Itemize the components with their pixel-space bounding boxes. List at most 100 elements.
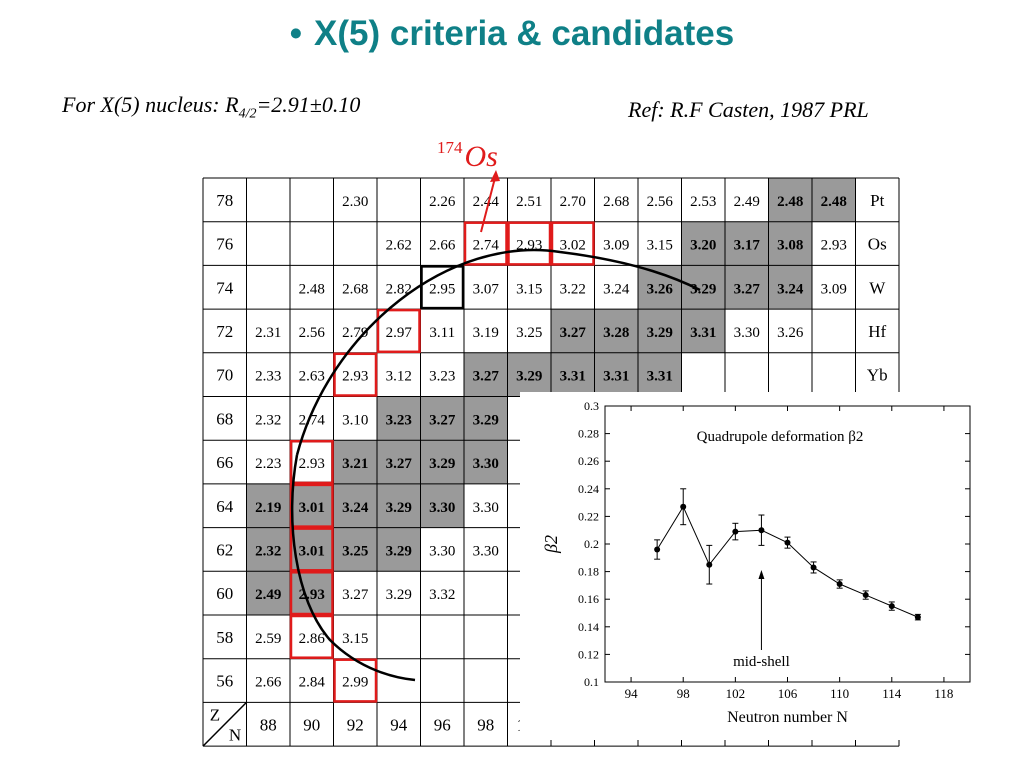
y-tick-label: 0.22 xyxy=(578,509,599,523)
r42-value: 2.68 xyxy=(342,281,368,297)
col-n-label: 92 xyxy=(347,715,364,734)
shaded-cell xyxy=(377,483,421,528)
os174-annotation: 174Os xyxy=(437,138,498,174)
shaded-cell xyxy=(725,265,769,310)
r42-value: 2.49 xyxy=(255,587,281,603)
r42-value: 3.22 xyxy=(560,281,586,297)
r42-value: 3.15 xyxy=(516,281,542,297)
r42-value: 2.48 xyxy=(821,194,847,210)
data-point xyxy=(784,539,791,546)
r42-value: 3.29 xyxy=(386,500,412,516)
row-z-label: 60 xyxy=(216,584,233,603)
r42-value: 3.29 xyxy=(647,325,673,341)
r42-value: 3.30 xyxy=(473,456,499,472)
shaded-cell xyxy=(290,571,334,615)
data-point xyxy=(836,581,843,588)
slide-title-text: X(5) criteria & candidates xyxy=(314,14,735,53)
r42-value: 2.99 xyxy=(342,675,368,691)
r42-value: 3.31 xyxy=(690,325,716,341)
r42-value: 2.93 xyxy=(821,238,847,254)
r42-value: 3.27 xyxy=(734,281,761,297)
y-tick-label: 0.16 xyxy=(578,592,599,606)
r42-value: 3.24 xyxy=(342,500,369,516)
r42-value: 2.26 xyxy=(429,194,456,210)
shaded-cell xyxy=(420,483,464,528)
r42-value: 3.08 xyxy=(777,238,803,254)
red-box-cell xyxy=(507,221,552,266)
corner-n-label: N xyxy=(229,725,241,744)
y-tick-label: 0.26 xyxy=(578,454,599,468)
data-point xyxy=(680,503,687,510)
r42-value: 2.62 xyxy=(386,238,412,254)
r42-value: 2.56 xyxy=(647,194,674,210)
shaded-cell xyxy=(768,178,812,222)
r42-value: 2.66 xyxy=(429,238,456,254)
os174-arrowhead xyxy=(490,170,500,182)
x5-arc xyxy=(295,248,701,456)
col-n-label: 98 xyxy=(477,715,494,734)
x-tick-label: 114 xyxy=(882,686,902,701)
shaded-cell xyxy=(638,309,682,353)
y-axis-label: β2 xyxy=(541,535,561,554)
r42-value: 3.31 xyxy=(603,369,629,385)
shaded-cell xyxy=(420,440,464,484)
shaded-cell xyxy=(333,483,377,528)
shaded-cell xyxy=(681,221,725,266)
element-label: W xyxy=(869,278,886,297)
shaded-cell xyxy=(246,571,290,615)
shaded-cell xyxy=(464,352,508,397)
os174-arrow xyxy=(480,173,497,233)
r42-value: 2.51 xyxy=(516,194,542,210)
r42-value: 3.15 xyxy=(342,631,368,647)
r42-value: 2.53 xyxy=(690,194,716,210)
shaded-cell xyxy=(638,352,682,397)
shaded-cell xyxy=(768,221,812,266)
shaded-cell xyxy=(507,352,551,397)
formula-prefix: For X(5) nucleus: R xyxy=(62,92,239,117)
shaded-cell xyxy=(464,396,508,441)
shaded-cell xyxy=(464,440,508,484)
r42-value: 2.56 xyxy=(299,325,326,341)
r42-value: 3.09 xyxy=(821,281,847,297)
r42-value: 3.23 xyxy=(429,369,455,385)
x-tick-label: 98 xyxy=(677,686,690,701)
r42-value: 2.97 xyxy=(386,325,413,341)
r42-value: 2.74 xyxy=(299,412,326,428)
r42-value: 3.21 xyxy=(342,456,368,472)
r42-value: 3.31 xyxy=(647,369,673,385)
row-z-label: 78 xyxy=(216,191,233,210)
corner-diagonal xyxy=(202,701,248,747)
r42-value: 3.11 xyxy=(429,325,455,341)
bullet-icon: • xyxy=(289,14,303,53)
formula-value: =2.91±0.10 xyxy=(256,92,361,117)
data-point xyxy=(888,603,895,610)
shaded-cell xyxy=(377,527,421,572)
r42-value: 2.86 xyxy=(299,631,326,647)
r42-value: 3.23 xyxy=(386,412,412,428)
row-z-label: 74 xyxy=(216,278,234,297)
r42-value: 3.02 xyxy=(560,238,586,254)
row-z-label: 76 xyxy=(216,235,233,254)
shaded-cell xyxy=(681,309,725,353)
r42-value: 3.10 xyxy=(342,412,368,428)
r42-value: 3.29 xyxy=(386,587,412,603)
row-z-label: 62 xyxy=(216,540,233,559)
r42-value: 2.74 xyxy=(473,238,500,254)
x-tick-label: 94 xyxy=(625,686,639,701)
y-tick-label: 0.18 xyxy=(578,565,599,579)
red-box-cell xyxy=(463,221,508,266)
r42-value: 3.29 xyxy=(690,281,716,297)
data-point xyxy=(732,528,739,535)
r42-value: 2.95 xyxy=(429,281,455,297)
r42-value: 2.48 xyxy=(299,281,325,297)
r42-value: 3.27 xyxy=(560,325,587,341)
element-label: Os xyxy=(868,235,887,254)
shaded-cell xyxy=(290,483,334,528)
r42-value: 2.68 xyxy=(603,194,629,210)
y-tick-label: 0.28 xyxy=(578,427,599,441)
shaded-cell xyxy=(246,527,290,572)
r42-value: 3.01 xyxy=(299,500,325,516)
x-tick-label: 110 xyxy=(830,686,849,701)
